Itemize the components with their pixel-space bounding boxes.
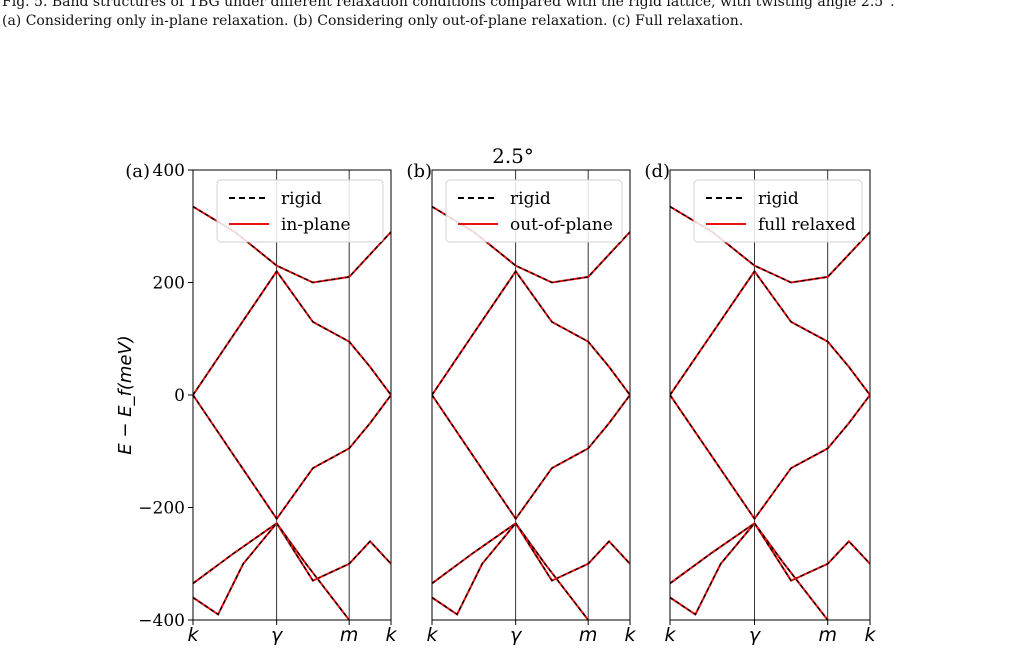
legend: rigid full relaxed bbox=[693, 179, 863, 243]
band-line-full-relaxed bbox=[670, 522, 756, 616]
band-line-rigid bbox=[753, 522, 829, 620]
band-line-rigid bbox=[515, 522, 589, 620]
band-line-rigid bbox=[670, 522, 870, 584]
legend-box bbox=[693, 179, 863, 243]
bands-group bbox=[432, 205, 630, 620]
band-line-full-relaxed bbox=[670, 269, 870, 396]
y-tick-label: 0 bbox=[174, 386, 185, 406]
panel-label: (a) bbox=[125, 161, 150, 182]
figure-suptitle: 2.5° bbox=[492, 144, 534, 168]
band-line-rigid bbox=[670, 394, 870, 520]
band-line-in-plane bbox=[193, 521, 391, 585]
band-line-rigid bbox=[193, 522, 391, 584]
x-tick-label: γ bbox=[749, 624, 762, 646]
band-line-in-plane bbox=[193, 522, 278, 616]
band-line-rigid bbox=[276, 522, 350, 620]
band-line-rigid bbox=[432, 270, 630, 396]
legend-label: out-of-plane bbox=[510, 215, 613, 235]
legend-label: rigid bbox=[758, 189, 799, 209]
band-line-rigid bbox=[432, 522, 517, 616]
legend-box bbox=[216, 179, 384, 243]
panel-label: (b) bbox=[406, 161, 432, 182]
x-tick-label: γ bbox=[510, 624, 523, 646]
x-tick-label: m bbox=[579, 624, 598, 646]
legend-label: full relaxed bbox=[758, 215, 856, 235]
band-line-rigid bbox=[670, 522, 755, 616]
legend-box bbox=[445, 179, 623, 243]
caption-line-2: (a) Considering only in-plane relaxation… bbox=[2, 13, 744, 29]
legend-label: rigid bbox=[510, 189, 551, 209]
band-line-in-plane bbox=[193, 394, 391, 521]
x-tick-label: k bbox=[664, 624, 676, 646]
panel-0: −400 −200 0 200 400 k γ m k (a) rigid in-plane bbox=[125, 161, 397, 646]
band-line-full-relaxed bbox=[670, 521, 870, 585]
legend-label: in-plane bbox=[281, 215, 351, 235]
band-line-rigid bbox=[193, 206, 391, 284]
panel-1: k γ m k (b) rigid out-of-plane bbox=[406, 161, 636, 646]
x-tick-label: γ bbox=[271, 624, 284, 646]
band-line-out-of-plane bbox=[514, 522, 589, 620]
legend: rigid out-of-plane bbox=[445, 179, 623, 243]
band-line-rigid bbox=[193, 522, 278, 616]
band-line-out-of-plane bbox=[432, 521, 630, 585]
panel-2: k γ m k (d) rigid full relaxed bbox=[644, 161, 876, 646]
y-tick-label: 200 bbox=[153, 274, 185, 294]
x-tick-label: k bbox=[624, 624, 636, 646]
band-line-full-relaxed bbox=[753, 522, 829, 620]
y-axis-label: E − E_f(meV) bbox=[115, 335, 136, 455]
y-tick-label: −400 bbox=[138, 611, 185, 631]
x-tick-label: m bbox=[340, 624, 359, 646]
y-tick-label: 400 bbox=[153, 161, 185, 181]
band-line-rigid bbox=[193, 270, 391, 396]
x-tick-label: m bbox=[818, 624, 837, 646]
x-tick-label: k bbox=[864, 624, 876, 646]
legend-label: rigid bbox=[281, 189, 322, 209]
x-tick-label: k bbox=[187, 624, 199, 646]
band-line-rigid bbox=[193, 394, 391, 520]
x-tick-label: k bbox=[426, 624, 438, 646]
axes-frame bbox=[669, 169, 871, 621]
panel-label: (d) bbox=[644, 161, 670, 182]
axes-frame bbox=[431, 169, 631, 621]
band-line-rigid bbox=[432, 206, 630, 284]
band-line-out-of-plane bbox=[432, 269, 630, 396]
band-line-rigid bbox=[432, 522, 630, 584]
band-line-rigid bbox=[670, 270, 870, 396]
band-line-out-of-plane bbox=[432, 394, 630, 521]
bands-group bbox=[670, 205, 870, 620]
bands-group bbox=[193, 205, 391, 620]
band-line-in-plane bbox=[275, 522, 350, 620]
legend: rigid in-plane bbox=[216, 179, 384, 243]
caption-line-1: Fig. 5. Band structures of TBG under dif… bbox=[2, 0, 895, 10]
band-line-in-plane bbox=[193, 269, 391, 396]
y-tick-label: −200 bbox=[138, 499, 185, 519]
figure-caption: Fig. 5. Band structures of TBG under dif… bbox=[2, 0, 1002, 31]
band-line-full-relaxed bbox=[670, 394, 870, 521]
band-line-rigid bbox=[432, 394, 630, 520]
x-tick-label: k bbox=[385, 624, 397, 646]
band-line-out-of-plane bbox=[432, 522, 517, 616]
